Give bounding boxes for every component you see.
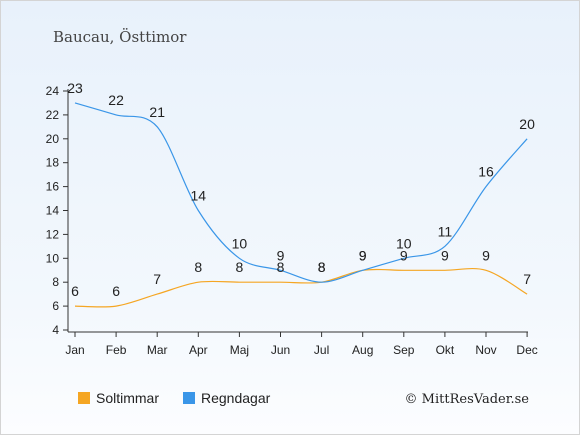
y-tick-label: 24 (46, 84, 60, 98)
series-line-soltimmar (74, 267, 528, 308)
data-label-regndagar: 10 (232, 235, 248, 251)
x-tick-label: Jan (65, 343, 84, 357)
data-label-regndagar: 23 (67, 80, 83, 96)
x-tick-label: Jun (271, 343, 290, 357)
data-label-soltimmar: 9 (441, 247, 449, 263)
legend-label-regndagar: Regndagar (201, 390, 271, 406)
x-axis: Jan Feb Mar Apr Maj Jun Jul Aug Sep Okt Nov Dec (65, 331, 538, 357)
data-label-soltimmar: 6 (71, 283, 79, 299)
data-label-soltimmar: 8 (277, 259, 285, 275)
x-tick-label: Apr (189, 343, 208, 357)
x-tick-label: Dec (516, 343, 537, 357)
data-label-soltimmar: 6 (112, 283, 120, 299)
series-line-regndagar (74, 102, 528, 283)
data-label-regndagar: 20 (519, 116, 535, 132)
data-label-soltimmar: 8 (318, 259, 326, 275)
y-tick-label: 20 (46, 132, 60, 146)
data-label-regndagar: 8 (318, 259, 326, 275)
y-tick-label: 6 (52, 299, 59, 313)
credit-text: © MittResVader.se (405, 392, 530, 407)
legend-swatch-regndagar (183, 392, 195, 404)
data-label-soltimmar: 8 (236, 259, 244, 275)
x-tick-label: Jul (314, 343, 329, 357)
data-label-soltimmar: 9 (400, 247, 408, 263)
y-tick-label: 14 (46, 204, 60, 218)
x-tick-label: Feb (106, 343, 127, 357)
y-tick-label: 4 (52, 323, 59, 337)
y-tick-label: 12 (46, 227, 60, 241)
data-label-regndagar: 21 (149, 104, 165, 120)
data-label-soltimmar: 8 (194, 259, 202, 275)
chart-title: Baucau, Östtimor (53, 28, 187, 46)
x-tick-label: Maj (230, 343, 249, 357)
data-label-soltimmar: 7 (153, 271, 161, 287)
data-label-regndagar: 9 (359, 247, 367, 263)
legend-swatch-soltimmar (78, 392, 90, 404)
data-label-regndagar: 14 (191, 188, 207, 204)
x-tick-label: Aug (352, 343, 373, 357)
data-label-soltimmar: 9 (359, 247, 367, 263)
y-tick-label: 16 (46, 180, 60, 194)
y-tick-label: 18 (46, 156, 60, 170)
data-label-regndagar: 11 (438, 223, 453, 239)
x-tick-label: Sep (393, 343, 415, 357)
legend: Soltimmar Regndagar (78, 390, 271, 406)
y-axis: 4 6 8 10 12 14 16 18 20 22 24 (46, 84, 69, 337)
data-label-regndagar: 9 (277, 247, 285, 263)
data-label-regndagar: 10 (396, 235, 412, 251)
y-tick-label: 8 (52, 275, 59, 289)
series-lines (74, 102, 528, 308)
data-label-soltimmar: 7 (523, 271, 531, 287)
data-label-soltimmar: 9 (482, 247, 490, 263)
y-tick-label: 22 (46, 108, 60, 122)
x-tick-label: Nov (475, 343, 496, 357)
y-tick-label: 10 (46, 251, 60, 265)
x-tick-label: Mar (147, 343, 168, 357)
legend-label-soltimmar: Soltimmar (96, 390, 159, 406)
data-label-regndagar: 16 (478, 164, 494, 180)
data-label-regndagar: 22 (108, 92, 124, 108)
x-tick-label: Okt (436, 343, 455, 357)
